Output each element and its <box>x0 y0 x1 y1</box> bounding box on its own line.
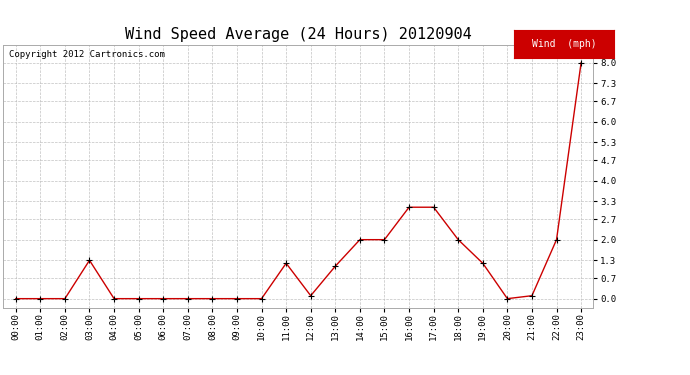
Text: Wind  (mph): Wind (mph) <box>532 39 596 49</box>
Title: Wind Speed Average (24 Hours) 20120904: Wind Speed Average (24 Hours) 20120904 <box>125 27 472 42</box>
Text: Copyright 2012 Cartronics.com: Copyright 2012 Cartronics.com <box>10 50 165 59</box>
